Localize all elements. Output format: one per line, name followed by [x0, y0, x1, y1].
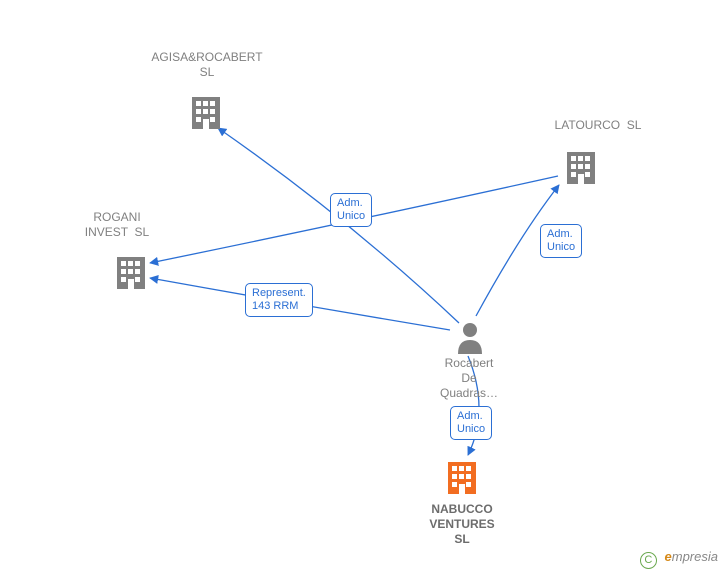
- building-icon-latourco: [565, 150, 597, 186]
- node-label-rogani: ROGANI INVEST SL: [85, 210, 149, 240]
- node-label-agisa: AGISA&ROCABERT SL: [151, 50, 262, 80]
- building-icon-agisa: [190, 95, 222, 131]
- edges-layer: [0, 0, 728, 575]
- node-label-nabucco: NABUCCO VENTURES SL: [429, 502, 494, 547]
- node-label-latourco: LATOURCO SL: [555, 118, 642, 133]
- edge-label-adm-unico-rogani: Adm. Unico: [330, 193, 372, 227]
- edge-label-adm-unico-latourco: Adm. Unico: [540, 224, 582, 258]
- copyright-icon: C: [640, 552, 657, 569]
- edge-label-adm-unico-nabucco: Adm. Unico: [450, 406, 492, 440]
- building-icon-rogani: [115, 255, 147, 291]
- building-icon-nabucco: [446, 460, 478, 496]
- node-label-person: Rocabert De Quadras…: [440, 356, 498, 401]
- person-icon: [455, 320, 485, 354]
- watermark-text: mpresia: [672, 549, 718, 564]
- watermark: C empresia: [640, 549, 718, 569]
- watermark-prefix: e: [665, 549, 672, 564]
- edge-label-represent: Represent. 143 RRM: [245, 283, 313, 317]
